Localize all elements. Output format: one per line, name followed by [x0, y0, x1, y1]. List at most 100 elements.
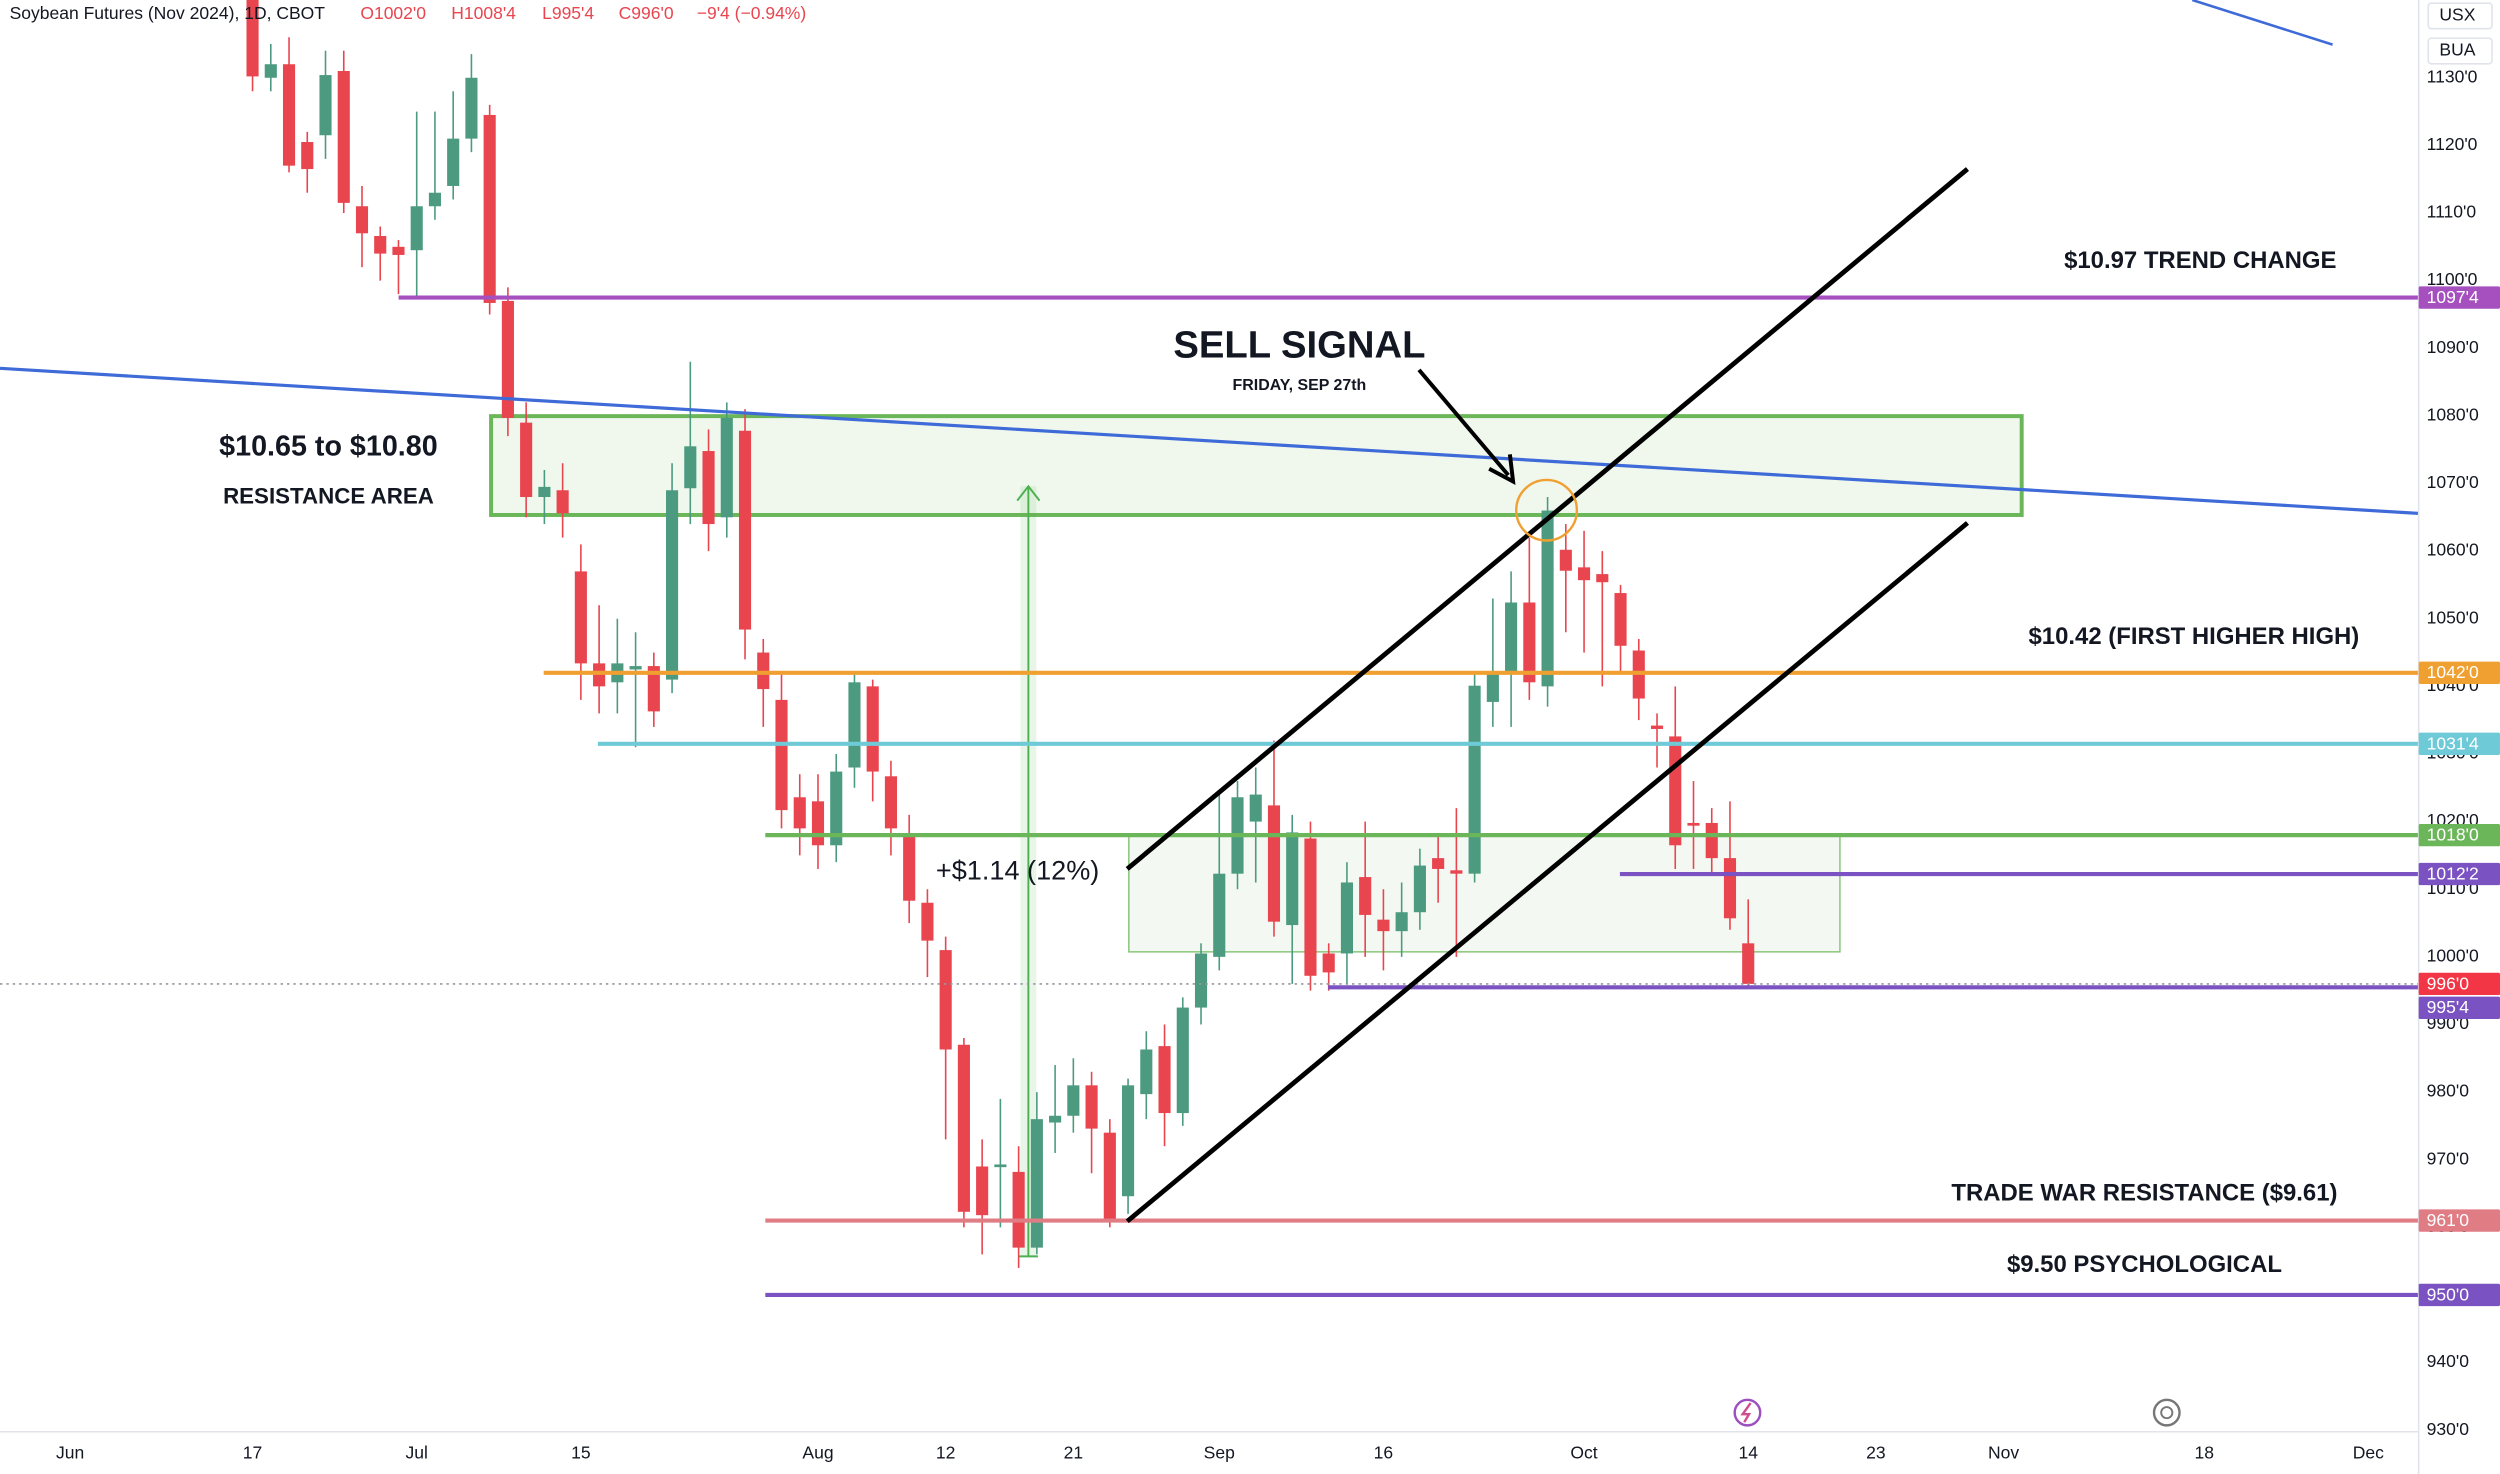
candle-body: [629, 666, 642, 670]
price-tag: [2418, 732, 2500, 756]
y-tick-label: 1110'0: [2427, 202, 2477, 222]
candle-body: [1559, 549, 1572, 571]
candle-body: [1286, 832, 1299, 926]
candle-body: [793, 797, 806, 829]
candle-body: [264, 64, 277, 78]
candle-body: [957, 1044, 970, 1212]
y-tick-label: 1070'0: [2427, 472, 2479, 492]
measure-arrowhead: [1016, 484, 1041, 502]
levels: [0, 295, 2419, 1298]
price-tag-label: 995'4: [2427, 997, 2470, 1017]
candle-body: [1249, 794, 1262, 822]
y-tick-label: 1000'0: [2427, 945, 2479, 965]
candle-body: [501, 300, 514, 418]
candle-body: [1267, 805, 1281, 922]
event-icon[interactable]: [1733, 1398, 1762, 1427]
signal-arrowhead: [1488, 454, 1516, 486]
candle-body: [1523, 602, 1536, 683]
candle-body: [1541, 510, 1554, 687]
candle-body: [1140, 1049, 1153, 1095]
candle-body: [1669, 736, 1682, 846]
price-tag: [2418, 1209, 2500, 1232]
candle-body: [1432, 858, 1445, 869]
candle-body: [1304, 838, 1317, 976]
ohlc-value: −9'4 (−0.94%): [697, 3, 806, 23]
ohlc-value: O1002'0: [360, 3, 426, 23]
candle-body: [738, 430, 752, 630]
price-tag-label: 996'0: [2427, 973, 2470, 993]
candle-body: [866, 686, 879, 772]
candle-body: [1158, 1046, 1171, 1114]
y-tick-label: 930'0: [2427, 1419, 2470, 1439]
y-tick-label: 940'0: [2427, 1351, 2470, 1371]
candle-body: [884, 776, 898, 829]
candle-body: [1723, 858, 1737, 919]
scale-badge-label: BUA: [2439, 40, 2475, 60]
annotation: +$1.14 (12%): [936, 854, 1099, 885]
candle-body: [939, 950, 952, 1050]
candle-body: [355, 206, 369, 234]
price-tag-label: 1097'4: [2427, 287, 2479, 307]
x-tick-label: 15: [571, 1443, 590, 1463]
candle-body: [337, 71, 350, 203]
candle-body: [1614, 593, 1627, 646]
candle-body: [428, 192, 442, 207]
trend-line: [2191, 0, 2333, 46]
price-tag: [2418, 972, 2500, 996]
axes: 930'0940'0950'0960'0970'0980'0990'01000'…: [56, 2, 2500, 1463]
candle-body: [447, 138, 460, 186]
candle-body: [1067, 1085, 1080, 1116]
x-tick-label: 14: [1738, 1443, 1758, 1463]
candle-body: [1577, 567, 1591, 581]
x-tick-label: Dec: [2353, 1443, 2384, 1463]
y-tick-label: 1080'0: [2427, 405, 2479, 425]
candle-body: [319, 75, 332, 136]
candle-body: [465, 77, 478, 139]
price-tag-label: 1012'2: [2427, 863, 2479, 883]
candle-body: [1705, 822, 1718, 859]
event-icon-glyph: [1740, 1402, 1752, 1423]
y-tick-label: 1100'0: [2427, 269, 2478, 289]
candle-body: [1687, 822, 1700, 826]
candle-body: [976, 1166, 989, 1216]
header: Soybean Futures (Nov 2024), 1D, CBOT O10…: [10, 3, 807, 23]
candle-body: [538, 486, 551, 498]
candle-body: [848, 682, 861, 768]
price-tag-label: 1031'4: [2427, 733, 2479, 753]
candle-body: [1340, 882, 1353, 954]
resistance-box: [489, 414, 2024, 517]
candle-body: [921, 902, 934, 941]
ohlc-value: C996'0: [619, 3, 674, 23]
annotation: RESISTANCE AREA: [223, 483, 434, 508]
candle-body: [1176, 1007, 1189, 1114]
candle-body: [1742, 943, 1755, 984]
trend-line: [0, 366, 2419, 515]
annotations: $10.97 TREND CHANGE SELL SIGNAL FRIDAY, SE…: [219, 247, 2359, 1278]
annotation: $10.65 to $10.80: [219, 431, 438, 463]
candle-body: [1413, 865, 1426, 913]
candle-body: [1122, 1085, 1135, 1197]
candle-body: [1468, 685, 1481, 874]
x-tick-label: Sep: [1204, 1443, 1235, 1463]
candle-body: [1085, 1085, 1098, 1129]
channel-lower: [1125, 521, 1970, 1224]
candle-body: [1030, 1119, 1043, 1248]
candle-body: [1194, 953, 1208, 1008]
candle-body: [392, 246, 405, 255]
candle-body: [374, 236, 387, 254]
x-tick-label: 18: [2194, 1443, 2213, 1463]
candle-body: [520, 422, 533, 498]
candle-body: [574, 571, 587, 664]
price-tag: [2418, 823, 2500, 847]
overlay: [0, 0, 2419, 1224]
candle-body: [1359, 877, 1372, 915]
scale-badge-label: USX: [2439, 5, 2475, 25]
price-tag-label: 1018'0: [2427, 825, 2479, 845]
candle-body: [811, 801, 825, 846]
x-tick-label: Aug: [802, 1443, 833, 1463]
y-tick-label: 1130'0: [2427, 66, 2478, 86]
candle-body: [1450, 870, 1463, 874]
candle-body: [830, 771, 843, 846]
price-tag-label: 1042'0: [2427, 662, 2479, 682]
event-icon[interactable]: [2152, 1398, 2181, 1427]
